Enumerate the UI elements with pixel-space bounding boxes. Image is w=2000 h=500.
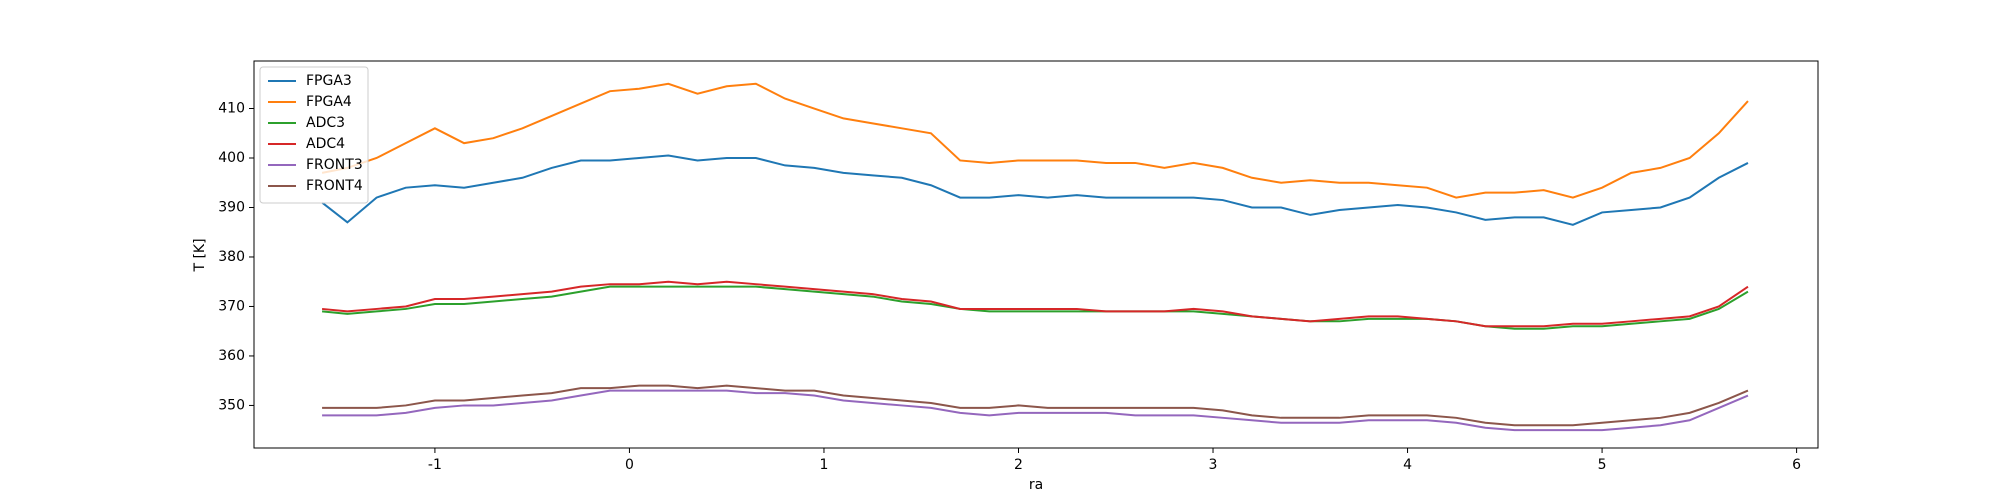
legend-label: ADC4 [306, 136, 345, 152]
x-tick-label: 1 [820, 457, 829, 473]
legend-label: FPGA3 [306, 73, 352, 89]
y-tick-label: 360 [218, 348, 245, 364]
y-tick-label: 410 [218, 101, 245, 117]
x-tick-label: 6 [1792, 457, 1801, 473]
x-tick-label: 5 [1598, 457, 1607, 473]
series-line [322, 384, 1749, 427]
series-line [321, 82, 1749, 199]
legend-label: FPGA4 [306, 94, 352, 110]
x-axis-label: ra [1029, 477, 1043, 493]
x-tick-label: -1 [428, 457, 442, 473]
y-tick-label: 400 [218, 150, 245, 166]
series-line [322, 389, 1749, 432]
y-tick-label: 390 [218, 199, 245, 215]
legend-label: ADC3 [306, 115, 345, 131]
series-line [321, 154, 1749, 226]
x-tick-label: 0 [625, 457, 634, 473]
legend-label: FRONT3 [306, 157, 363, 173]
x-tick-label: 2 [1014, 457, 1023, 473]
y-tick-label: 370 [218, 298, 245, 314]
y-tick-label: 350 [218, 397, 245, 413]
x-tick-label: 3 [1209, 457, 1218, 473]
plot-frame [253, 60, 1819, 449]
series-line [321, 280, 1749, 328]
x-tick-label: 4 [1403, 457, 1412, 473]
series-line [321, 285, 1749, 330]
legend: FPGA3 FPGA4 ADC3 ADC4 FRONT3 FRONT4 [259, 66, 369, 204]
legend-label: FRONT4 [306, 178, 363, 194]
y-axis-label: T [K] [192, 238, 208, 272]
y-tick-label: 380 [218, 249, 245, 265]
